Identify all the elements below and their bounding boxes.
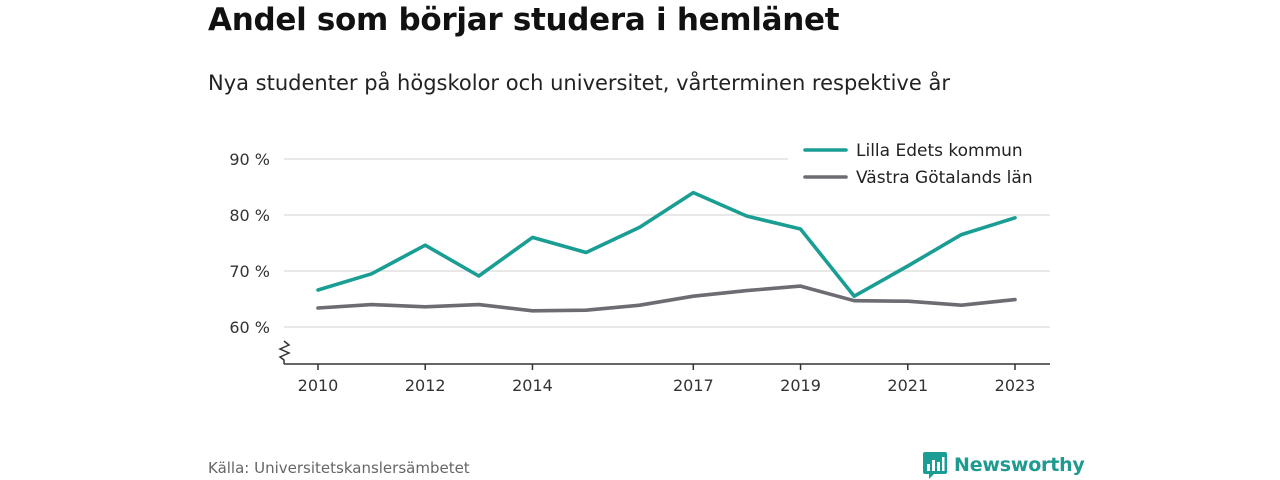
x-tick-label: 2019	[780, 376, 821, 395]
axis-break-mark	[278, 340, 291, 364]
legend-background	[788, 136, 1050, 194]
x-tick-label: 2010	[298, 376, 339, 395]
x-tick-label: 2021	[887, 376, 928, 395]
x-tick-label: 2023	[995, 376, 1036, 395]
x-tick-label: 2014	[512, 376, 553, 395]
chart-title: Andel som börjar studera i hemlänet	[208, 2, 840, 38]
brand-name: Newsworthy	[954, 454, 1085, 476]
source-note: Källa: Universitetskanslersämbetet	[208, 459, 470, 477]
x-tick-label: 2017	[673, 376, 714, 395]
brand-logo: Newsworthy	[922, 450, 1085, 480]
legend-label: Västra Götalands län	[856, 168, 1033, 188]
series-line-1	[316, 284, 1017, 313]
y-tick-label: 80 %	[229, 206, 270, 225]
series-line-0	[316, 190, 1017, 299]
legend: Lilla Edets kommun Västra Götalands län	[788, 136, 1050, 194]
y-tick-label: 90 %	[229, 150, 270, 169]
x-tick-label: 2012	[405, 376, 446, 395]
y-tick-label: 70 %	[229, 262, 270, 281]
y-tick-label: 60 %	[229, 318, 270, 337]
bar-chart-logo-icon	[923, 452, 947, 479]
line-chart: 60 % 70 % 80 % 90 % 2010 2012 2014 2017 2019 2021…	[229, 136, 1050, 395]
series-lines	[316, 190, 1017, 313]
legend-label: Lilla Edets kommun	[856, 141, 1023, 161]
chart-subtitle: Nya studenter på högskolor och universit…	[208, 71, 950, 95]
axes: 60 % 70 % 80 % 90 % 2010 2012 2014 2017 2019 2021…	[229, 150, 1050, 395]
